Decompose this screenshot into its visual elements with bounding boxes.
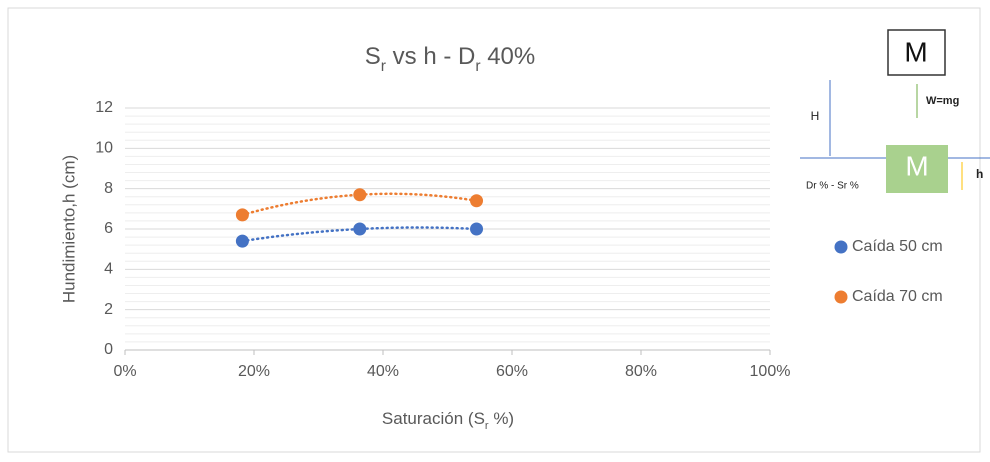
y-tick-label: 8 [104,180,113,197]
y-tick-label: 12 [95,99,113,116]
point [235,208,249,222]
y-tick-label: 6 [104,220,113,237]
x-tick-label: 80% [625,363,657,380]
legend-label: Caída 70 cm [852,288,943,305]
text-part: r [475,58,480,75]
x-axis-label: Saturación (Sr %) [382,409,514,431]
point [470,194,484,208]
x-tick-label: 100% [750,363,791,380]
x-tick-label: 60% [496,363,528,380]
mass-box-sunk [886,145,948,193]
text-part: S [365,43,381,70]
point [235,234,249,248]
mass-box [887,29,946,76]
text-part: vs h - D [386,43,475,70]
legend-marker [834,240,848,254]
y-tick-label: 10 [95,140,113,157]
text-part: r [485,420,489,432]
chart-title: Sr vs h - Dr 40% [365,43,535,74]
point [470,222,484,236]
height-label: H [811,109,820,123]
x-tick-label: 40% [367,363,399,380]
mass-label: M [904,36,927,67]
x-tick-label: 20% [238,363,270,380]
point [353,188,367,202]
y-tick-label: 4 [104,261,113,278]
point [353,222,367,236]
y-axis-label: Hundimiento,h (cm) [59,155,78,303]
diagram: M H W=mg M h Dr % - Sr % [800,29,990,193]
mass-label: M [905,150,928,181]
trendline [241,226,478,243]
depth-label: h [976,167,983,181]
y-tick-label: 2 [104,301,113,318]
text-part: r [381,58,386,75]
chart-border [7,7,981,453]
y-tick-label: 0 [104,341,113,358]
weight-label: W=mg [926,95,959,107]
text-part: Saturación (S [382,409,485,428]
text-part: %) [489,409,515,428]
grid [125,107,770,351]
legend-label: Caída 50 cm [852,238,943,255]
text-part: 40% [481,43,536,70]
diagram-caption: Dr % - Sr % [806,181,859,192]
x-tick-label: 0% [113,363,136,380]
legend-marker [834,290,848,304]
